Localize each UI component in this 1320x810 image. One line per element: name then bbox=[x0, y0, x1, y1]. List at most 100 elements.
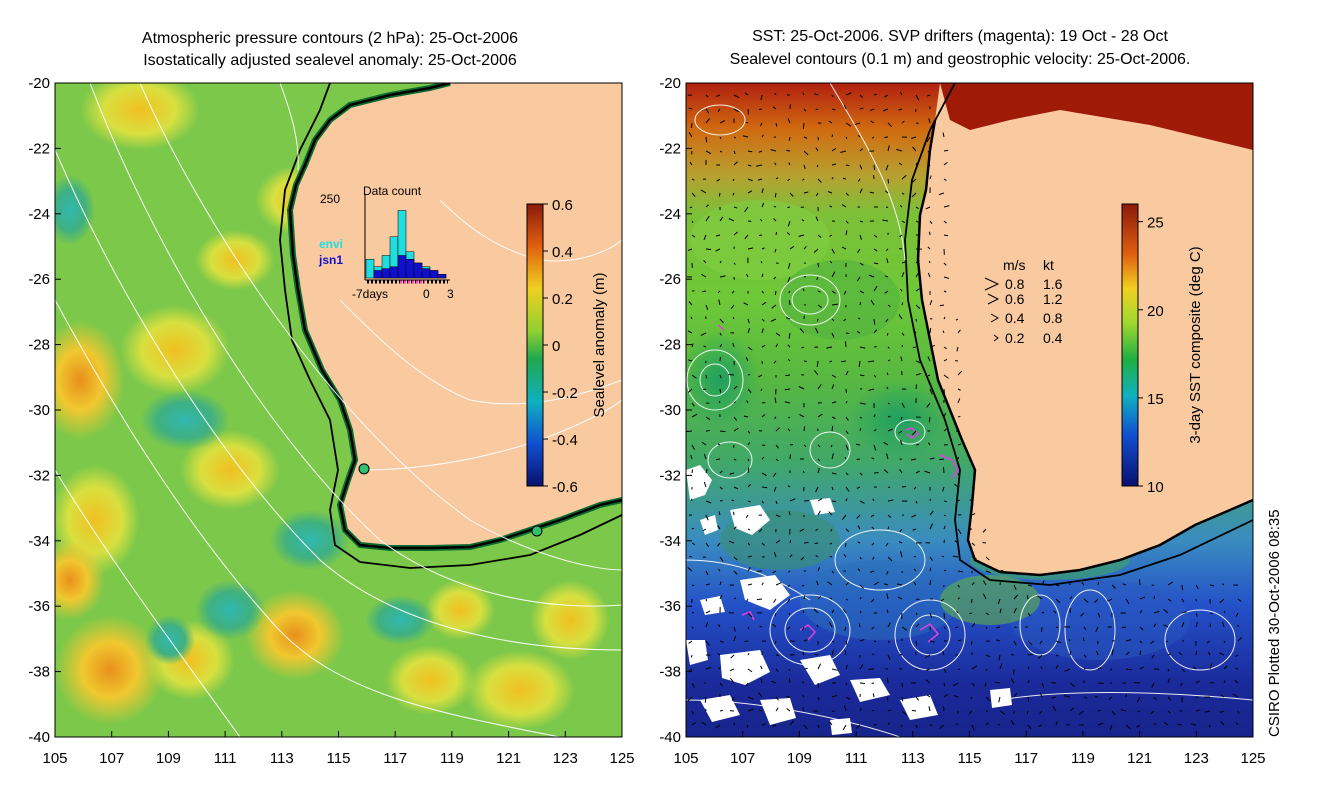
left-map-area bbox=[55, 83, 622, 737]
inset-bar-jsn1 bbox=[421, 268, 431, 279]
sealevel-contours bbox=[686, 83, 1253, 737]
y-tick-label: -30 bbox=[28, 402, 50, 419]
inset-bar-jsn1 bbox=[373, 270, 383, 279]
x-tick-label: 111 bbox=[845, 750, 868, 767]
sla-colorbar-label: Sealevel anomaly (m) bbox=[591, 272, 608, 417]
velocity-key-kt-2: 0.8 bbox=[1043, 310, 1063, 326]
cloud-mask bbox=[686, 465, 1012, 735]
y-tick-label: -36 bbox=[28, 598, 50, 615]
x-tick-label: 107 bbox=[730, 750, 755, 767]
sst-colorbar-label: 3-day SST composite (deg C) bbox=[1187, 246, 1204, 443]
inset-bar-jsn1 bbox=[389, 266, 399, 279]
sst-colorbar: 25 20 15 10 3-day SST composite (deg C) bbox=[1121, 203, 1204, 496]
x-tick-label: 105 bbox=[42, 750, 67, 767]
colorbar-tick-label: -0.6 bbox=[552, 479, 578, 496]
y-tick-label: -34 bbox=[659, 533, 681, 550]
inset-legend-envi: envi bbox=[319, 237, 343, 251]
coastline bbox=[288, 83, 622, 550]
sla-colorbar: 0.6 0.4 0.2 0 -0.2 -0.4 -0.6 Sealevel anomaly … bbox=[526, 197, 608, 496]
colorbar-tick-label: 20 bbox=[1147, 303, 1164, 320]
inset-bar-jsn1 bbox=[397, 255, 407, 279]
x-tick-label: 125 bbox=[1240, 750, 1265, 767]
inset-bar-envi bbox=[365, 259, 375, 279]
inset-xlabel-start: -7days bbox=[352, 287, 388, 301]
x-tick-label: 115 bbox=[327, 750, 351, 767]
coastline-right bbox=[916, 119, 1253, 577]
colorbar-tick-label: 25 bbox=[1147, 215, 1164, 232]
data-count-inset: 250 Data count envi jsn1 -7days 0 3 bbox=[318, 184, 454, 301]
colorbar-tick-label: 0.4 bbox=[552, 244, 573, 261]
velocity-key-ms-1: 0.6 bbox=[1005, 291, 1025, 307]
tide-gauge-marker bbox=[358, 463, 370, 475]
inset-bar-jsn1 bbox=[429, 270, 439, 279]
colorbar-tick-label: 0.2 bbox=[552, 291, 573, 308]
inset-xlabel-end: 3 bbox=[447, 287, 454, 301]
velocity-key-kt-1: 1.2 bbox=[1043, 291, 1063, 307]
plot-credit: CSIRO Plotted 30-Oct-2006 08:35 bbox=[1266, 509, 1283, 737]
x-tick-label: 125 bbox=[609, 750, 634, 767]
inset-bars bbox=[365, 210, 447, 279]
x-tick-label: 113 bbox=[901, 750, 925, 767]
velocity-key-ms-0: 0.8 bbox=[1005, 276, 1025, 292]
tide-gauge-marker bbox=[531, 525, 543, 537]
y-tick-label: -24 bbox=[659, 206, 681, 223]
left-x-axis: 105 107 109 111 113 115 117 119 121 123 125 bbox=[42, 731, 635, 767]
x-tick-label: 121 bbox=[1127, 750, 1152, 767]
x-tick-label: 123 bbox=[1184, 750, 1209, 767]
y-tick-label: -24 bbox=[28, 206, 50, 223]
inset-xlabel-zero: 0 bbox=[423, 287, 430, 301]
y-tick-label: -28 bbox=[28, 337, 50, 354]
x-tick-label: 117 bbox=[383, 750, 407, 767]
y-tick-label: -26 bbox=[28, 271, 50, 288]
inset-bar-jsn1 bbox=[413, 262, 423, 279]
y-tick-label: -40 bbox=[28, 729, 50, 746]
velocity-key-kt-3: 0.4 bbox=[1043, 330, 1063, 346]
colorbar-tick-label: 15 bbox=[1147, 391, 1164, 408]
colorbar-tick-label: 0.6 bbox=[552, 197, 573, 214]
velocity-key-ms-3: 0.2 bbox=[1005, 330, 1025, 346]
y-tick-label: -34 bbox=[28, 533, 50, 550]
x-tick-label: 115 bbox=[958, 750, 982, 767]
left-title-line2: Isostatically adjusted sealevel anomaly:… bbox=[143, 52, 517, 69]
y-tick-label: -36 bbox=[659, 598, 681, 615]
inset-title: Data count bbox=[363, 184, 422, 198]
velocity-key-ms-2: 0.4 bbox=[1005, 310, 1025, 326]
y-tick-label: -22 bbox=[659, 140, 681, 157]
colorbar-tick-label: 10 bbox=[1147, 479, 1164, 496]
left-y-axis: -20 -22 -24 -26 -28 -30 -32 -34 -36 -38 -40 bbox=[28, 75, 61, 746]
colorbar-tick-label: 0 bbox=[552, 338, 560, 355]
inset-bar-jsn1 bbox=[381, 268, 391, 279]
y-tick-label: -38 bbox=[28, 664, 50, 681]
x-tick-label: 109 bbox=[787, 750, 812, 767]
y-tick-label: -26 bbox=[659, 271, 681, 288]
y-tick-label: -20 bbox=[659, 75, 681, 92]
y-tick-label: -38 bbox=[659, 664, 681, 681]
left-title-line1: Atmospheric pressure contours (2 hPa): 2… bbox=[141, 30, 519, 47]
x-tick-label: 113 bbox=[270, 750, 294, 767]
inset-bar-jsn1 bbox=[405, 259, 415, 279]
colorbar-tick-label: -0.2 bbox=[552, 385, 578, 402]
x-tick-label: 123 bbox=[553, 750, 578, 767]
x-tick-label: 107 bbox=[99, 750, 124, 767]
velocity-key: m/s kt 0.8 1.6 0.6 1.2 0.4 0.8 0.2 0.4 bbox=[984, 257, 1063, 346]
x-tick-label: 109 bbox=[156, 750, 181, 767]
sst-warm-north bbox=[940, 83, 1253, 150]
inset-ymax-label: 250 bbox=[320, 192, 340, 206]
velocity-key-kt-header: kt bbox=[1043, 257, 1054, 273]
x-tick-label: 119 bbox=[440, 750, 464, 767]
y-tick-label: -40 bbox=[659, 729, 681, 746]
right-y-axis: -20 -22 -24 -26 -28 -30 -32 -34 -36 -38 -40 bbox=[659, 75, 692, 746]
x-tick-label: 121 bbox=[496, 750, 521, 767]
right-title-line1: SST: 25-Oct-2006. SVP drifters (magenta)… bbox=[752, 28, 1168, 45]
right-map-area bbox=[686, 83, 1253, 737]
x-tick-label: 111 bbox=[214, 750, 237, 767]
australia-landmass-right bbox=[918, 83, 1253, 575]
y-tick-label: -30 bbox=[659, 402, 681, 419]
shelf-break-isobath bbox=[279, 83, 622, 569]
inset-bar-jsn1 bbox=[437, 274, 447, 279]
y-tick-label: -32 bbox=[28, 467, 50, 484]
y-tick-label: -20 bbox=[28, 75, 50, 92]
y-tick-label: -28 bbox=[659, 337, 681, 354]
x-tick-label: 105 bbox=[673, 750, 698, 767]
